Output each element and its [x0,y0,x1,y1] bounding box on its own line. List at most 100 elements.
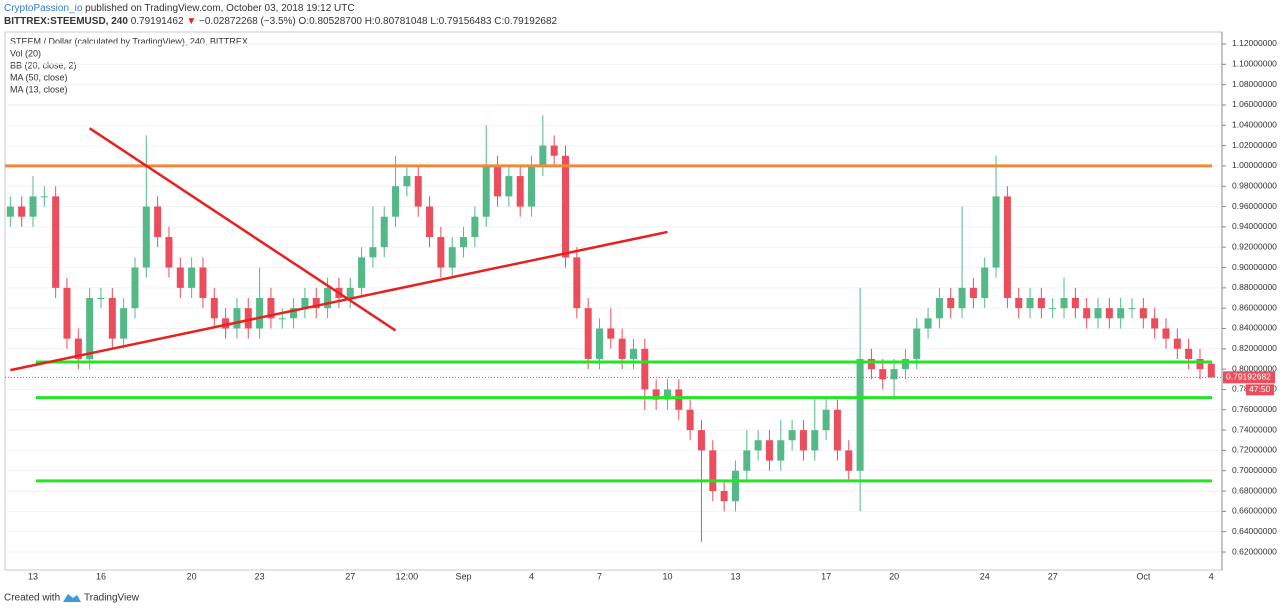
candle-body [992,196,1000,268]
candle-body [1139,308,1147,319]
y-tick-label: 0.70000000 [1232,465,1277,475]
change: −0.02872268 (−3.5%) [199,16,296,27]
candle-body [901,358,909,370]
y-tick-label: 0.66000000 [1232,506,1277,516]
candle-body [290,308,298,319]
candle-body [6,206,14,217]
y-tick-label: 0.74000000 [1232,424,1277,434]
candle-body [1151,318,1159,329]
x-tick-label: 12:00 [396,571,419,581]
price: 0.79191462 [131,16,184,27]
candle-body [1173,338,1181,349]
candle-body [256,298,264,329]
candle-body [641,348,649,390]
candle-body [63,287,71,339]
candle-body [1071,298,1079,309]
candle-body [516,176,524,207]
y-tick-label: 0.90000000 [1232,262,1277,272]
candle-body [607,328,615,339]
candle-body [1060,298,1068,309]
candle-body [97,298,105,300]
candle-body [731,470,739,502]
x-tick-label: 20 [187,571,197,581]
candle-body [131,267,139,309]
candle-body [1003,196,1011,299]
legend-entry: STEEM / Dollar (calculated by TradingVie… [10,36,248,46]
candle-body [1117,308,1125,319]
y-tick-label: 0.94000000 [1232,221,1277,231]
candle-body [856,358,864,471]
countdown-label: 47:50 [1249,384,1271,394]
candle-body [120,308,128,339]
plot-layer: STEEM / Dollar (calculated by TradingVie… [5,32,1277,581]
candle-body [1026,298,1034,309]
candle-body [403,176,411,187]
candle-body [233,308,241,329]
candle-body [765,440,773,461]
candle-body [969,287,977,299]
x-tick-label: 27 [1048,571,1058,581]
candle-body [867,358,875,370]
x-tick-label: 4 [1209,571,1214,581]
candle-body [890,369,898,380]
candle-body [935,298,943,319]
candle-body [562,155,570,258]
legend-entry: MA (50, close) [10,72,68,82]
y-tick-label: 0.68000000 [1232,485,1277,495]
candle-body [244,308,252,329]
candle-body [913,328,921,359]
x-tick-label: 16 [96,571,106,581]
x-tick-label: 7 [597,571,602,581]
candle-body [278,318,286,320]
x-tick-label: 20 [889,571,899,581]
x-tick-label: 13 [28,571,38,581]
candle-body [74,338,82,359]
candle-body [52,196,60,288]
y-tick-label: 0.88000000 [1232,282,1277,292]
header-line2: BITTREX:STEEMUSD, 240 0.79191462 ▼ −0.02… [4,16,558,27]
candle-body [845,450,853,471]
candle-body [1196,358,1204,370]
candle-body [494,165,502,197]
x-tick-label: 27 [345,571,355,581]
candle-body [414,176,422,207]
candle-body [267,298,275,319]
candle-body [697,430,705,451]
symbol: BITTREX:STEEMUSD, 240 [4,16,128,27]
y-tick-label: 1.06000000 [1232,99,1277,109]
candle-body [301,298,309,309]
candle-body [1037,298,1045,309]
tv-logo [63,594,81,602]
y-tick-label: 0.84000000 [1232,323,1277,333]
candle-body [754,440,762,451]
x-tick-label: 17 [821,571,831,581]
candle-body [471,216,479,238]
candle-body [1015,298,1023,309]
candle-body [392,186,400,217]
candle-body [686,409,694,431]
footer-brand[interactable]: TradingView [84,593,140,604]
arrow: ▼ [186,16,196,27]
candle-body [1128,308,1136,310]
candle-body [1162,328,1170,339]
y-tick-label: 0.62000000 [1232,546,1277,556]
author[interactable]: CryptoPassion_io [4,3,83,14]
candle-body [154,206,162,238]
candle-body [822,409,830,431]
candle-body [188,267,196,288]
candle-body [528,165,536,207]
candle-body [1185,348,1193,359]
legend-entry: Vol (20) [10,48,41,58]
candle-body [142,206,150,268]
candle-body [652,389,660,400]
candle-body [199,267,207,299]
y-tick-label: 0.92000000 [1232,241,1277,251]
candle-body [879,369,887,380]
candle-body [743,450,751,471]
candle-body [720,491,728,502]
y-tick-label: 0.96000000 [1232,201,1277,211]
candle-body [1094,308,1102,319]
candle-body [426,206,434,238]
